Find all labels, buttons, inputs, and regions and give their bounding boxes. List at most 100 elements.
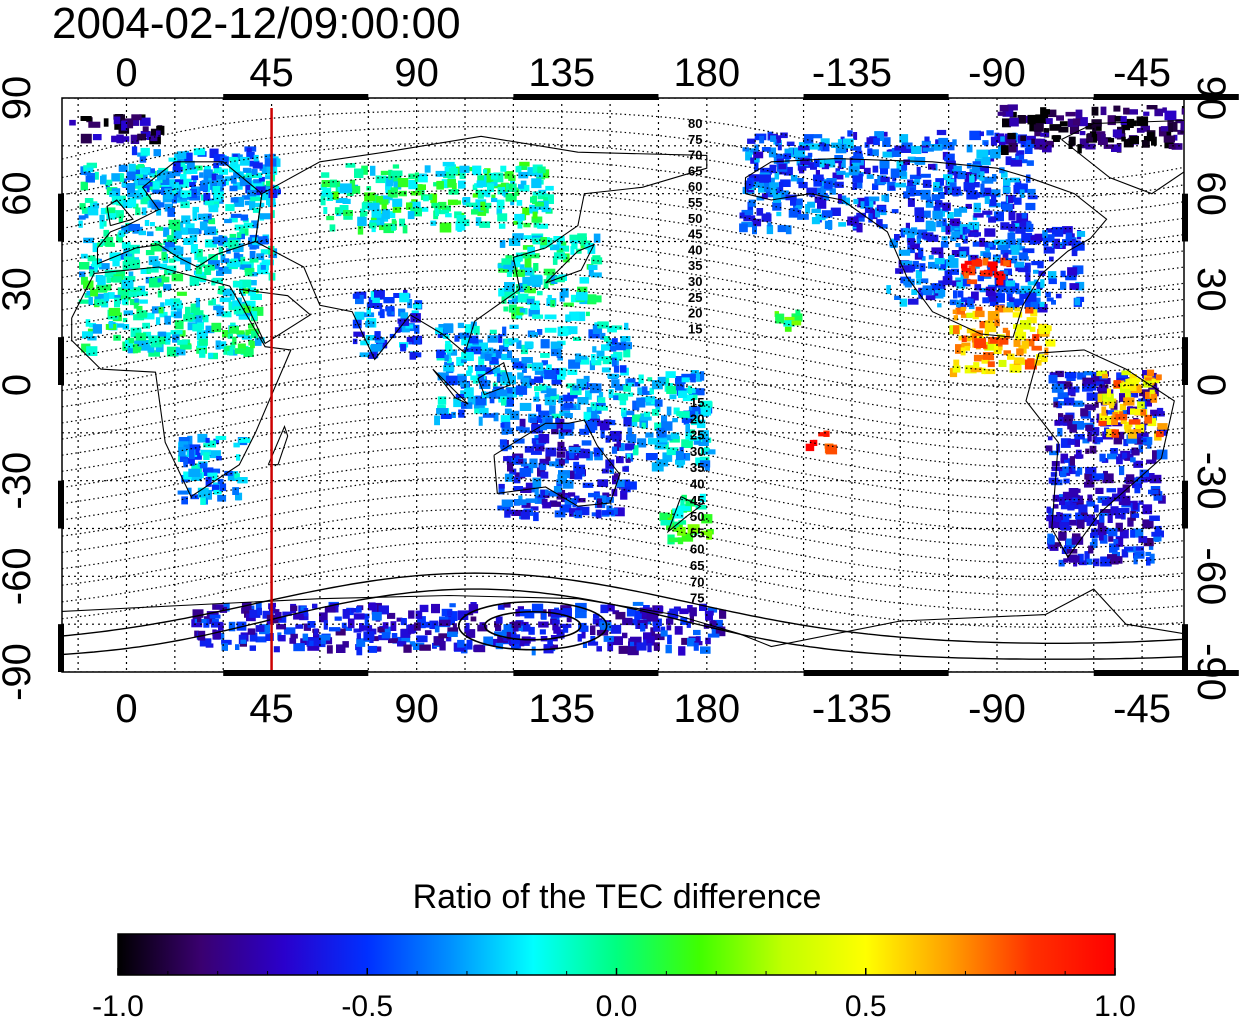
tec-pixel [539, 384, 547, 391]
tec-pixel [136, 311, 148, 318]
contour-label: 30 [690, 444, 704, 459]
tec-pixel [612, 475, 620, 485]
tec-pixel [1066, 519, 1078, 526]
tec-pixel [496, 207, 503, 215]
tec-pixel [543, 268, 556, 276]
tec-pixel [984, 141, 989, 147]
tec-pixel [510, 178, 516, 186]
tec-pixel [1082, 438, 1090, 444]
tec-pixel [946, 178, 955, 186]
tec-pixel [218, 236, 228, 246]
tec-pixel [1108, 535, 1114, 542]
tec-pixel [993, 239, 1006, 245]
tec-pixel [387, 189, 392, 197]
tec-pixel [550, 341, 563, 349]
tec-pixel [706, 612, 712, 621]
tec-pixel [388, 169, 393, 180]
tec-pixel [1119, 529, 1129, 539]
tec-pixel [997, 240, 1009, 250]
contour-line [62, 205, 1184, 278]
tec-pixel [1152, 413, 1157, 421]
tec-pixel [1063, 558, 1068, 563]
tec-pixel [1040, 107, 1047, 115]
tec-pixel [239, 264, 252, 270]
tec-pixel [831, 142, 841, 148]
tec-pixel [895, 168, 907, 177]
tec-pixel [213, 154, 225, 163]
tec-pixel [613, 351, 623, 361]
tec-pixel [501, 353, 511, 360]
tec-pixel [1168, 144, 1176, 149]
tec-pixel [856, 222, 863, 233]
tec-pixel [521, 377, 530, 387]
tec-pixel [572, 385, 579, 391]
tec-pixel [693, 642, 699, 651]
tec-pixel [232, 336, 237, 345]
tec-pixel [984, 331, 989, 337]
contour-label: 25 [690, 428, 704, 443]
tec-pixel [498, 483, 505, 489]
tec-pixel [501, 421, 511, 429]
tec-pixel [903, 159, 910, 165]
tec-pixel [666, 406, 672, 416]
tec-pixel [453, 398, 461, 408]
tec-pixel [420, 621, 433, 628]
tec-pixel [192, 177, 197, 183]
tec-pixel [130, 134, 140, 144]
tec-pixel [247, 280, 257, 286]
tec-pixel [254, 338, 262, 346]
tec-pixel [638, 374, 644, 384]
tec-pixel [636, 642, 647, 651]
tec-pixel [1072, 118, 1081, 125]
tec-pixel [1127, 120, 1137, 127]
tec-pixel [137, 133, 146, 141]
contour-line [62, 269, 1184, 342]
contour-line [62, 540, 1184, 613]
tec-pixel [979, 287, 987, 293]
tec-pixel [879, 224, 888, 229]
tec-pixel [80, 116, 92, 121]
tec-pixel [556, 629, 565, 639]
tec-pixel [562, 422, 575, 430]
tec-pixel [205, 476, 212, 487]
tec-pixel [313, 628, 319, 636]
tec-pixel [952, 139, 957, 146]
tec-pixel [503, 264, 514, 270]
tec-pixel [176, 291, 187, 296]
tec-pixel [518, 184, 525, 189]
tec-pixel [603, 635, 614, 642]
coastline [254, 135, 708, 361]
tec-pixel [1132, 500, 1138, 510]
tec-pixel [1060, 458, 1066, 464]
tec-pixel [1069, 124, 1080, 134]
tec-pixel [486, 175, 491, 183]
tec-pixel [355, 294, 364, 305]
tec-pixel [807, 152, 813, 157]
tec-pixel [467, 341, 480, 349]
tec-pixel [569, 452, 575, 459]
tec-pixel [693, 439, 701, 445]
tec-pixel [439, 184, 449, 189]
tec-pixel [706, 437, 712, 443]
tec-pixel [364, 617, 369, 626]
tec-pixel [180, 227, 189, 235]
tec-pixel [100, 175, 106, 185]
tec-pixel [290, 605, 298, 612]
tec-pixel [122, 260, 129, 270]
tec-pixel [134, 298, 139, 303]
tec-pixel [1115, 514, 1124, 519]
tec-pixel [1106, 428, 1116, 438]
tec-pixel [966, 328, 976, 334]
tec-pixel [1164, 110, 1177, 121]
tec-pixel [775, 313, 785, 324]
tec-pixel [569, 311, 580, 321]
tec-pixel [178, 447, 186, 457]
tec-pixel [501, 294, 507, 304]
tec-pixel [227, 472, 235, 481]
tec-pixel [417, 621, 426, 629]
tec-pixel [531, 646, 536, 656]
tec-pixel [707, 633, 720, 638]
tec-pixel [255, 202, 265, 208]
tec-pixel [963, 182, 975, 192]
tec-pixel [436, 408, 448, 415]
